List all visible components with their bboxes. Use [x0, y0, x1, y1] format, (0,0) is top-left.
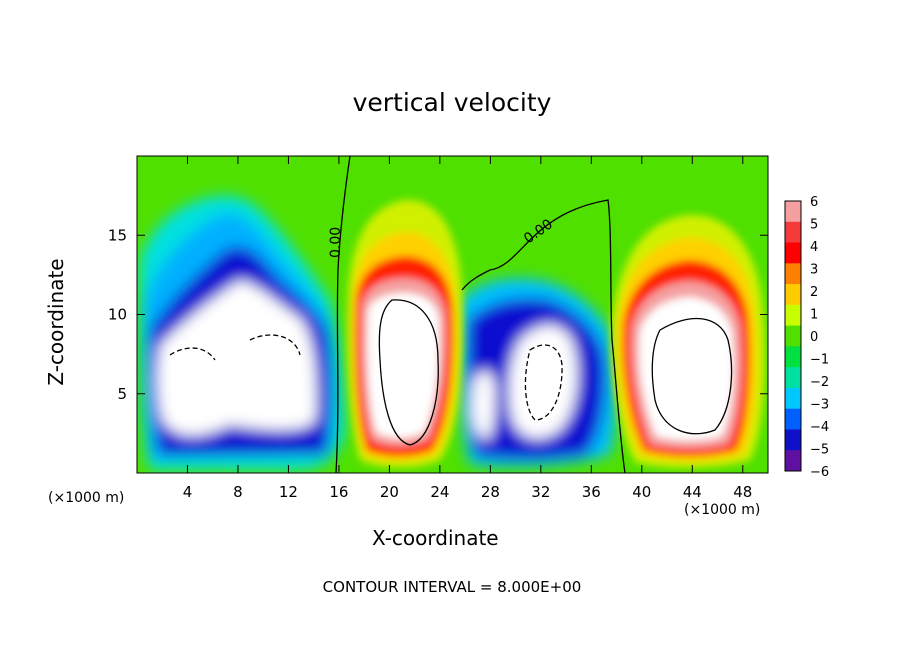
x-axis-label: X-coordinate	[372, 526, 499, 550]
y-axis: 5 10 15	[108, 226, 768, 403]
colorbar-label: −5	[810, 443, 829, 458]
colorbar-label: 1	[810, 308, 818, 323]
x-tick-label: 28	[481, 483, 500, 501]
x-unit-label-left: (×1000 m)	[48, 490, 125, 506]
colorbar-swatch	[785, 284, 801, 306]
colorbar-label: −1	[810, 353, 829, 368]
x-axis: 4 8 12 16 20 24 28 32 36 40 44 48	[183, 156, 752, 501]
colorbar-swatch	[785, 408, 801, 430]
contour-label-left: 0.00	[328, 227, 344, 258]
colorbar-label: −2	[810, 375, 829, 390]
y-tick-label: 15	[108, 226, 127, 244]
colorbar-swatch	[785, 450, 801, 472]
colorbar-label: 0	[810, 330, 818, 345]
y-tick-label: 5	[117, 385, 127, 403]
colorbar-frame	[784, 200, 802, 472]
x-tick-label: 16	[329, 483, 348, 501]
velocity-field	[137, 156, 768, 473]
x-tick-label: 40	[632, 483, 651, 501]
x-tick-label: 4	[183, 483, 193, 501]
x-tick-label: 8	[233, 483, 243, 501]
updraft-region-left	[347, 199, 464, 468]
colorbar-swatch	[785, 325, 801, 347]
colorbar-swatch	[785, 387, 801, 410]
colorbar-swatch	[785, 242, 801, 264]
updraft-region-right	[611, 214, 765, 468]
colorbar-swatch	[785, 263, 801, 285]
y-axis-label: Z-coordinate	[44, 258, 68, 386]
y-tick-label: 10	[108, 306, 127, 324]
colorbar-swatch	[785, 221, 801, 244]
downdraft-region-left	[139, 195, 345, 470]
x-tick-label: 20	[380, 483, 399, 501]
x-tick-label: 36	[582, 483, 601, 501]
colorbar-swatch	[785, 346, 801, 368]
colorbar-label: 6	[810, 195, 818, 210]
x-tick-label: 24	[430, 483, 449, 501]
x-unit-label-right: (×1000 m)	[684, 502, 761, 518]
colorbar-label: −6	[810, 465, 829, 480]
chart-title: vertical velocity	[352, 88, 552, 117]
colorbar-label: 5	[810, 218, 818, 233]
x-tick-label: 12	[279, 483, 298, 501]
colorbar: 6 5 4 3 2 1 0 −1 −2 −3 −4 −5 −6	[784, 195, 829, 480]
contour-lines	[169, 156, 733, 473]
x-tick-label: 48	[733, 483, 752, 501]
downdraft-region-middle	[458, 278, 618, 467]
colorbar-label: 3	[810, 263, 818, 278]
colorbar-label: −4	[810, 420, 829, 435]
colorbar-swatch	[785, 429, 801, 451]
colorbar-label: 4	[810, 240, 818, 255]
colorbar-label: −3	[810, 398, 829, 413]
x-tick-label: 44	[683, 483, 702, 501]
x-tick-label: 32	[531, 483, 550, 501]
colorbar-swatch	[785, 304, 801, 327]
contour-interval-note: CONTOUR INTERVAL = 8.000E+00	[322, 578, 582, 596]
colorbar-swatch	[785, 367, 801, 389]
colorbar-label: 2	[810, 285, 818, 300]
colorbar-swatch	[785, 201, 801, 223]
